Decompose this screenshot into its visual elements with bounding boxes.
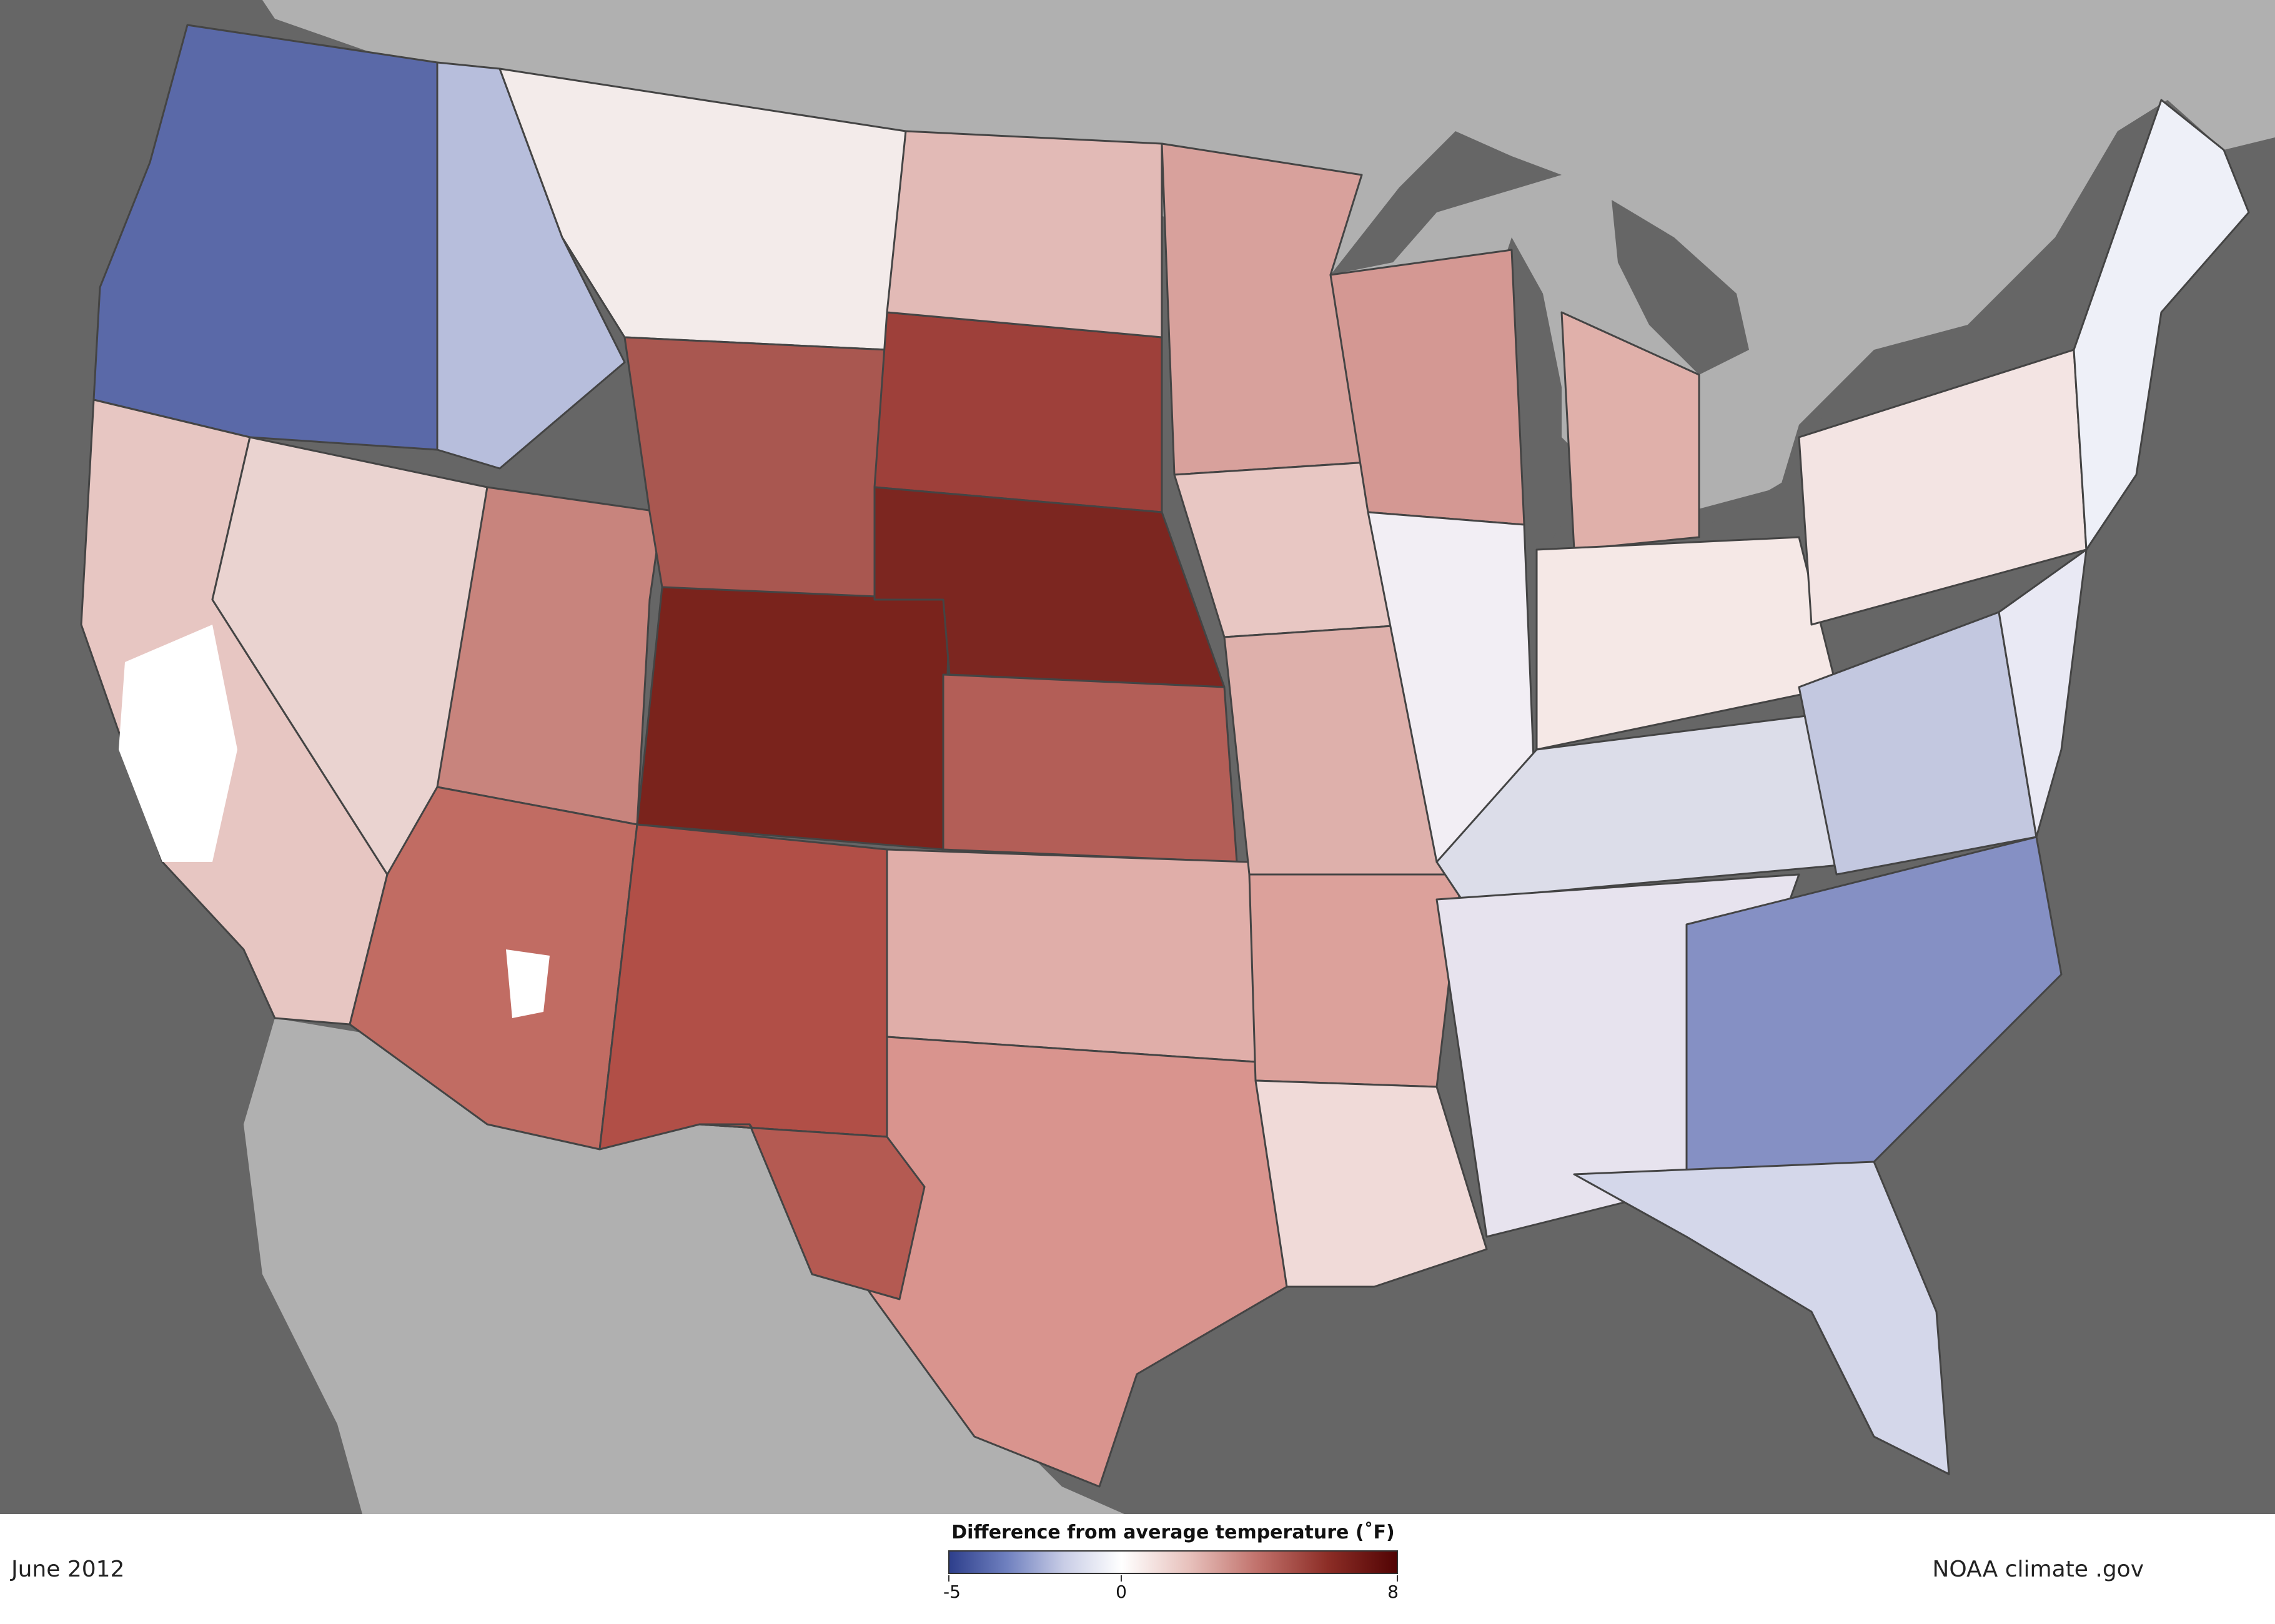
date-label: June 2012 [11,1557,125,1582]
lake-huron [1612,200,1749,375]
region-florida [1573,1161,1950,1475]
region-wyoming [623,336,888,601]
region-new-mexico [598,823,888,1151]
mexico-land [244,1018,1124,1514]
region-michigan [1560,311,1700,551]
region-oklahoma [886,848,1257,1063]
us-temperature-anomaly-map [0,0,2275,1514]
legend-label-max: 8 [1387,1582,1399,1602]
legend-title: Difference from average temperature (˚F) [951,1522,1395,1543]
region-mid-atlantic [1998,548,2088,838]
region-louisiana [1254,1079,1488,1288]
region-utah [436,486,663,826]
region-central-valley-cool [119,625,237,862]
legend-color-bar [948,1550,1398,1574]
us-regions [80,24,2250,1488]
region-arkansas [1248,873,1463,1088]
legend-label-min: -5 [943,1582,961,1602]
credit-label: NOAA climate .gov [1932,1557,2144,1582]
legend-tick-max [1397,1575,1398,1582]
legend-tick-zero [1121,1575,1122,1582]
region-colorado [636,586,951,851]
region-kansas [942,673,1238,863]
color-legend: Difference from average temperature (˚F)… [943,1522,1399,1615]
legend-label-zero: 0 [1116,1582,1127,1602]
region-georgia-carolinas [1685,836,2063,1188]
legend-tick-min [948,1575,949,1582]
region-north-dakota [886,130,1163,339]
lake-superior [1331,131,1562,275]
region-new-england [2073,99,2250,551]
region-south-dakota [873,311,1163,513]
region-nevada-warm-spot [506,949,550,1018]
region-texas-west [698,1123,926,1300]
